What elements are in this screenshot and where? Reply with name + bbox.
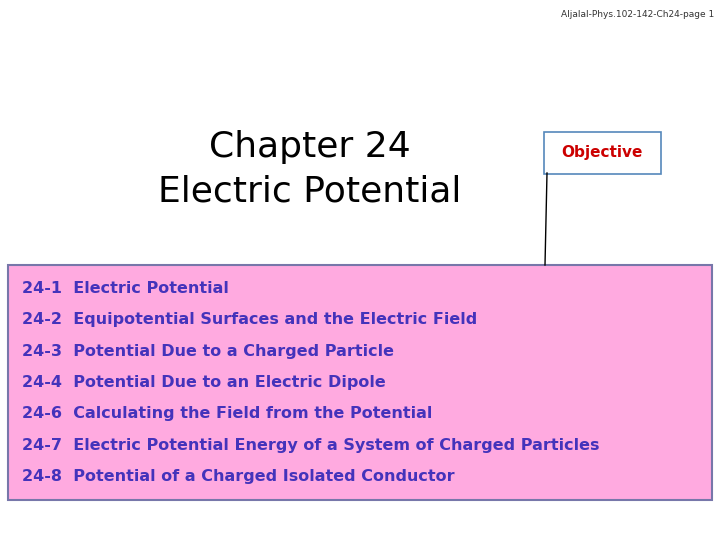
Text: 24-8  Potential of a Charged Isolated Conductor: 24-8 Potential of a Charged Isolated Con…	[22, 469, 454, 484]
Text: 24-2  Equipotential Surfaces and the Electric Field: 24-2 Equipotential Surfaces and the Elec…	[22, 313, 477, 327]
Text: 24-4  Potential Due to an Electric Dipole: 24-4 Potential Due to an Electric Dipole	[22, 375, 386, 390]
FancyBboxPatch shape	[544, 132, 661, 174]
Text: Electric Potential: Electric Potential	[158, 175, 462, 209]
Text: 24-3  Potential Due to a Charged Particle: 24-3 Potential Due to a Charged Particle	[22, 344, 394, 359]
Text: Objective: Objective	[562, 145, 643, 160]
Text: Chapter 24: Chapter 24	[209, 130, 411, 164]
Bar	[8, 265, 712, 500]
Text: 24-6  Calculating the Field from the Potential: 24-6 Calculating the Field from the Pote…	[22, 406, 433, 421]
Text: Aljalal-Phys.102-142-Ch24-page 1: Aljalal-Phys.102-142-Ch24-page 1	[561, 10, 714, 19]
Text: 24-7  Electric Potential Energy of a System of Charged Particles: 24-7 Electric Potential Energy of a Syst…	[22, 437, 600, 453]
Text: 24-1  Electric Potential: 24-1 Electric Potential	[22, 281, 229, 296]
